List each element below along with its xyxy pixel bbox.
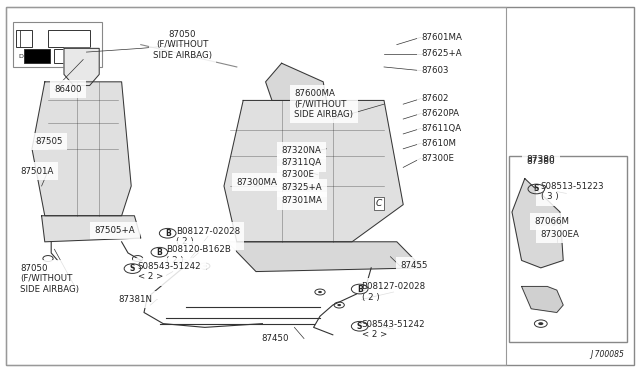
Text: 87300EA: 87300EA: [541, 230, 580, 239]
Text: B: B: [165, 229, 170, 238]
Text: C: C: [376, 199, 382, 208]
Text: 87380: 87380: [527, 155, 555, 164]
Text: S: S: [130, 264, 135, 273]
Text: J 700085: J 700085: [590, 350, 624, 359]
Text: B08120-B162B
( 2 ): B08120-B162B ( 2 ): [166, 245, 231, 264]
Text: S08543-51242
< 2 >: S08543-51242 < 2 >: [362, 320, 425, 339]
Polygon shape: [64, 48, 99, 86]
Bar: [6, 7, 506, 365]
Text: S08543-51242
< 2 >: S08543-51242 < 2 >: [138, 262, 201, 281]
Text: 87300E: 87300E: [421, 154, 454, 163]
Text: 87320NA: 87320NA: [282, 146, 321, 155]
Text: B: B: [157, 248, 162, 257]
Text: 87501A: 87501A: [20, 167, 54, 176]
Text: B: B: [357, 285, 362, 294]
Polygon shape: [266, 63, 326, 100]
Text: S: S: [534, 185, 539, 193]
Text: 87450: 87450: [262, 334, 289, 343]
Circle shape: [538, 322, 543, 325]
FancyBboxPatch shape: [6, 7, 634, 365]
Text: 87381N: 87381N: [118, 295, 152, 304]
Polygon shape: [227, 242, 422, 272]
Text: 87601MA: 87601MA: [421, 33, 462, 42]
Text: 87050
(F/WITHOUT
SIDE AIRBAG): 87050 (F/WITHOUT SIDE AIRBAG): [20, 264, 79, 294]
Circle shape: [180, 261, 184, 263]
Bar: [509, 156, 627, 342]
Text: 87610M: 87610M: [421, 139, 456, 148]
Circle shape: [318, 291, 322, 293]
Polygon shape: [224, 100, 403, 242]
Circle shape: [337, 304, 341, 306]
Text: 87300MA: 87300MA: [237, 178, 278, 187]
Text: S08513-51223
( 3 ): S08513-51223 ( 3 ): [541, 182, 604, 201]
Polygon shape: [32, 82, 131, 216]
Text: 87301MA: 87301MA: [282, 196, 323, 205]
Polygon shape: [42, 216, 141, 242]
Polygon shape: [512, 179, 563, 268]
Text: 87611QA: 87611QA: [421, 124, 461, 133]
Text: 86400: 86400: [54, 85, 82, 94]
Text: 87066M: 87066M: [534, 217, 570, 226]
Text: 87325+A: 87325+A: [282, 183, 322, 192]
Circle shape: [203, 265, 207, 267]
Text: B08127-02028
( 2 ): B08127-02028 ( 2 ): [176, 227, 240, 246]
Bar: [54, 49, 90, 63]
Text: 87300E: 87300E: [282, 170, 315, 179]
Bar: [13, 22, 102, 67]
Text: 87600MA
(F/WITHOUT
SIDE AIRBAG): 87600MA (F/WITHOUT SIDE AIRBAG): [294, 89, 353, 119]
Text: 87455: 87455: [400, 262, 428, 270]
Text: S: S: [357, 322, 362, 331]
Text: 87505+A: 87505+A: [95, 226, 135, 235]
Bar: [24, 49, 50, 63]
Text: 87050
(F/WITHOUT
SIDE AIRBAG): 87050 (F/WITHOUT SIDE AIRBAG): [153, 30, 212, 60]
Text: 87625+A: 87625+A: [421, 49, 461, 58]
Bar: [48, 30, 90, 46]
Text: 87620PA: 87620PA: [421, 109, 459, 118]
Text: 87311QA: 87311QA: [282, 158, 322, 167]
Text: 87380: 87380: [527, 157, 555, 166]
Text: 87603: 87603: [421, 66, 449, 75]
Text: B08127-02028
( 2 ): B08127-02028 ( 2 ): [362, 282, 426, 302]
Text: 87602: 87602: [421, 94, 449, 103]
Text: D: D: [18, 54, 23, 59]
Text: 87505: 87505: [35, 137, 63, 146]
Polygon shape: [522, 286, 563, 312]
Bar: [16, 30, 32, 46]
